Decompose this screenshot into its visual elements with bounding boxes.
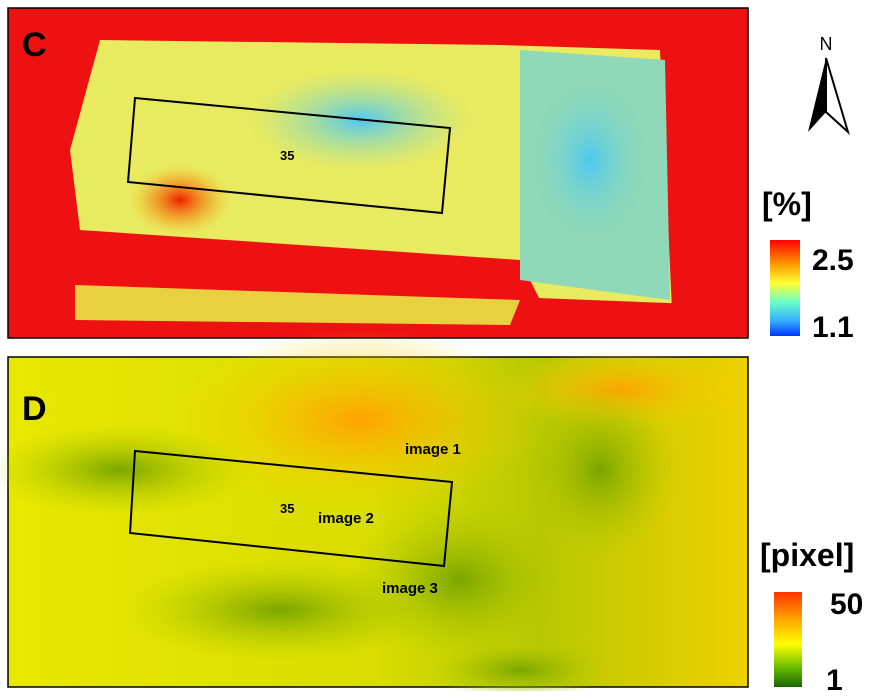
annotation: 35 (280, 501, 294, 516)
north-arrow (808, 58, 848, 132)
panel-d-map (0, 330, 748, 691)
legend-max: 2.5 (812, 244, 854, 277)
annotation: image 2 (318, 510, 374, 527)
panel-label: C (22, 26, 47, 64)
annotation: image 1 (405, 441, 461, 458)
legend-title: [%] (762, 186, 812, 222)
colorbar (770, 240, 800, 336)
legend-min: 1 (826, 664, 843, 691)
panel-label: D (22, 390, 47, 428)
colorbar (774, 592, 802, 687)
annotation: 35 (280, 148, 294, 163)
annotation: image 3 (382, 580, 438, 597)
figure: C 35 D 35 image 1 image 2 image 3 N [%] … (0, 0, 894, 691)
legend-max: 50 (830, 588, 863, 621)
legend-title: [pixel] (760, 537, 854, 573)
north-label: N (820, 34, 833, 54)
panel-c-map (8, 8, 748, 338)
legend-min: 1.1 (812, 311, 854, 344)
